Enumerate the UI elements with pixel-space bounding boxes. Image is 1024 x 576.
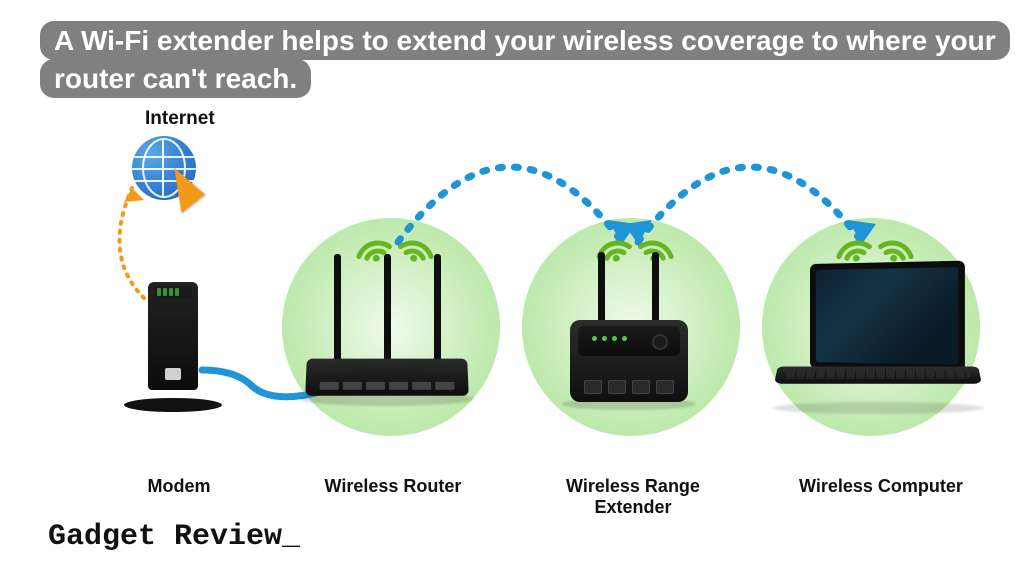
router-device-icon	[296, 250, 486, 420]
headline-text: A Wi-Fi extender helps to extend your wi…	[40, 21, 1010, 98]
headline-container: A Wi-Fi extender helps to extend your wi…	[40, 22, 1024, 98]
diagram-stage: A Wi-Fi extender helps to extend your wi…	[0, 0, 1024, 576]
connection-modem-internet	[96, 170, 176, 300]
router-label: Wireless Router	[298, 476, 488, 497]
extender-label: Wireless Range Extender	[538, 476, 728, 517]
laptop-device-icon	[770, 264, 990, 424]
internet-label: Internet	[145, 108, 215, 130]
laptop-label: Wireless Computer	[776, 476, 986, 497]
extender-device-icon	[554, 264, 704, 424]
brand-logo: Gadget Review_	[48, 520, 300, 554]
modem-label: Modem	[134, 476, 224, 497]
